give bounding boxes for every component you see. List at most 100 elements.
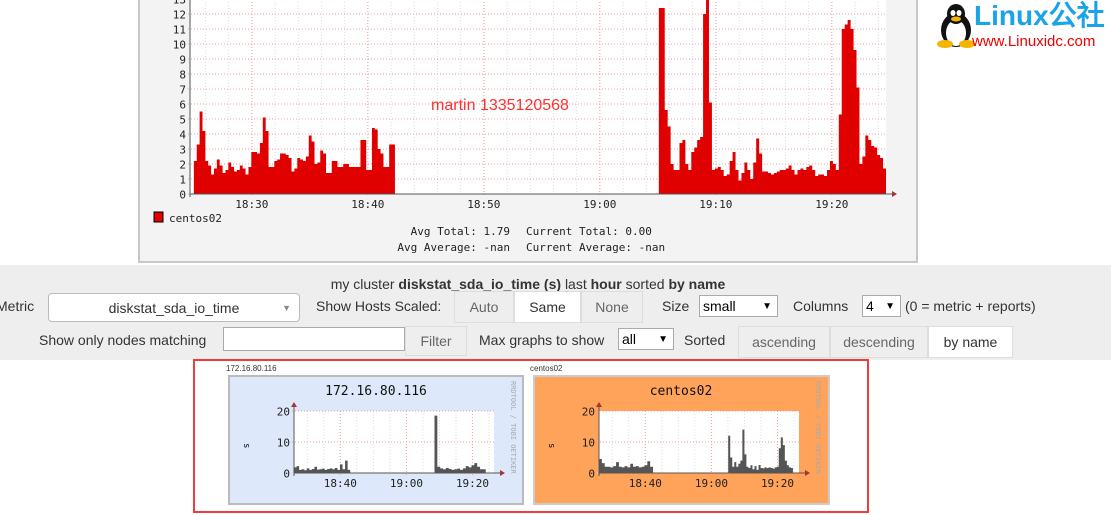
- data-area: [294, 460, 351, 473]
- scaled-auto-button[interactable]: Auto: [454, 291, 514, 323]
- x-tick-label: 19:20: [456, 477, 489, 490]
- data-area: [434, 415, 486, 473]
- y-tick-label: 3: [179, 144, 186, 157]
- summary-prefix: my cluster: [330, 276, 395, 292]
- host-graph-title: centos02: [650, 384, 713, 399]
- columns-select[interactable]: 4 ▼: [862, 295, 901, 317]
- data-area: [599, 459, 653, 473]
- host-graph-172-16-80-116[interactable]: 18:40 19:00 19:20 0 10 20 172.16.80.116 s RRDTOO…: [228, 375, 524, 505]
- y-tick-label: 0: [179, 189, 186, 202]
- size-label: Size: [662, 298, 690, 314]
- metric-select[interactable]: diskstat_sda_io_time ▼: [48, 293, 300, 322]
- watermark: martin 1335120568: [431, 97, 569, 114]
- y-tick-label: 7: [179, 84, 186, 97]
- host-graph-title: 172.16.80.116: [325, 384, 427, 399]
- max-graphs-label: Max graphs to show: [479, 332, 605, 348]
- legend-label: centos02: [169, 212, 222, 225]
- summary-metric: diskstat_sda_io_time (s): [398, 276, 562, 292]
- max-graphs-select[interactable]: all ▼: [618, 328, 674, 350]
- data-area: [193, 111, 395, 194]
- x-tick-label: 18:50: [467, 198, 500, 211]
- main-metric-graph[interactable]: 18:30 18:40 18:50 19:00 19:10 19:20 0 1 2 3 4 5 6 7 8 9…: [138, 0, 918, 263]
- sort-ascending-button[interactable]: ascending: [738, 326, 830, 358]
- scaled-label: Show Hosts Scaled:: [316, 298, 442, 314]
- sort-by-name-button[interactable]: by name: [928, 326, 1013, 358]
- rrdtool-credit: RRDTOOL / TOBI OETIKER: [509, 381, 517, 475]
- x-tick-label: 18:40: [324, 477, 357, 490]
- columns-note: (0 = metric + reports): [905, 298, 1036, 314]
- logo-text: Linux公社: [974, 0, 1105, 31]
- avg-average: Avg Average: -nan: [397, 241, 510, 254]
- chevron-down-icon: ▼: [282, 302, 291, 313]
- x-tick-label: 19:20: [815, 198, 848, 211]
- y-tick-label: 4: [179, 129, 186, 142]
- controls-panel: my cluster diskstat_sda_io_time (s) last…: [0, 265, 1111, 360]
- y-tick-label: 11: [173, 24, 186, 37]
- summary-mid2: sorted: [625, 276, 665, 292]
- x-axis-arrow-icon: [500, 470, 505, 476]
- legend-swatch: [153, 211, 164, 223]
- chevron-down-icon: ▼: [885, 300, 895, 312]
- data-area: [728, 429, 793, 473]
- y-tick-label: 20: [277, 406, 290, 419]
- y-tick-label: 10: [277, 437, 290, 450]
- y-tick-label: 10: [582, 437, 595, 450]
- host-caption: centos02: [530, 364, 563, 373]
- tux-penguin-icon: [937, 4, 975, 48]
- y-tick-label: 2: [179, 159, 186, 172]
- x-tick-label: 19:00: [695, 477, 728, 490]
- data-area: [658, 0, 886, 194]
- y-tick-label: 1: [179, 174, 186, 187]
- y-tick-label: 10: [173, 39, 186, 52]
- y-tick-label: 9: [179, 54, 186, 67]
- page-summary: my cluster diskstat_sda_io_time (s) last…: [0, 276, 1056, 292]
- y-tick-label: 5: [179, 114, 186, 127]
- y-tick-label: 12: [173, 9, 186, 22]
- y-tick-label: 8: [179, 69, 186, 82]
- sorted-label: Sorted: [684, 332, 726, 348]
- scaled-same-button[interactable]: Same: [514, 291, 581, 323]
- summary-range: hour: [590, 276, 622, 292]
- filter-input[interactable]: [223, 327, 405, 351]
- filter-button[interactable]: Filter: [405, 326, 467, 356]
- x-tick-label: 19:00: [390, 477, 423, 490]
- host-graph-centos02[interactable]: 18:40 19:00 19:20 0 10 20 centos02 s RRDTOOL / T…: [533, 375, 830, 505]
- summary-mid: last: [564, 276, 587, 292]
- columns-value: 4: [866, 298, 874, 314]
- avg-total: Avg Total: 1.79: [411, 225, 510, 238]
- logo-url: www.Linuxidc.com: [972, 33, 1096, 50]
- y-tick-label: 13: [173, 0, 186, 7]
- x-tick-label: 19:10: [699, 198, 732, 211]
- chevron-down-icon: ▼: [762, 300, 772, 312]
- host-graph-svg: 18:40 19:00 19:20 0 10 20 172.16.80.116 s RRDTOO…: [230, 377, 522, 503]
- metric-select-value: diskstat_sda_io_time: [108, 299, 240, 316]
- x-tick-label: 18:30: [235, 198, 268, 211]
- main-graph-svg: 18:30 18:40 18:50 19:00 19:10 19:200123456789…: [153, 0, 897, 254]
- x-tick-label: 19:00: [583, 198, 616, 211]
- current-total: Current Total: 0.00: [526, 225, 652, 238]
- scaled-none-button[interactable]: None: [581, 291, 643, 323]
- y-tick-label: 20: [582, 406, 595, 419]
- y-axis-arrow-icon: [291, 402, 297, 407]
- columns-label: Columns: [793, 298, 849, 314]
- host-caption: 172.16.80.116: [226, 364, 277, 373]
- y-axis-label: s: [546, 443, 556, 448]
- summary-sort: by name: [668, 276, 726, 292]
- y-tick-label: 0: [588, 468, 595, 481]
- max-graphs-value: all: [622, 331, 637, 347]
- x-axis-arrow-icon: [805, 470, 810, 476]
- rrdtool-credit: RRDTOOL / TOBI OETIKER: [814, 381, 822, 475]
- x-tick-label: 18:40: [351, 198, 384, 211]
- x-axis-arrow-icon: [892, 191, 897, 197]
- metric-label: Metric: [0, 298, 35, 314]
- host-graph-svg: 18:40 19:00 19:20 0 10 20 centos02 s RRDTOOL / T…: [535, 377, 828, 503]
- y-axis-arrow-icon: [596, 402, 602, 407]
- site-logo: Linux公社 www.Linuxidc.com: [934, 2, 1111, 52]
- sort-descending-button[interactable]: descending: [830, 326, 928, 358]
- size-select[interactable]: small ▼: [699, 295, 778, 317]
- filter-label: Show only nodes matching: [39, 332, 207, 348]
- size-value: small: [703, 298, 736, 314]
- x-tick-label: 19:20: [761, 477, 794, 490]
- y-axis-label: s: [241, 443, 251, 448]
- y-tick-label: 0: [283, 468, 290, 481]
